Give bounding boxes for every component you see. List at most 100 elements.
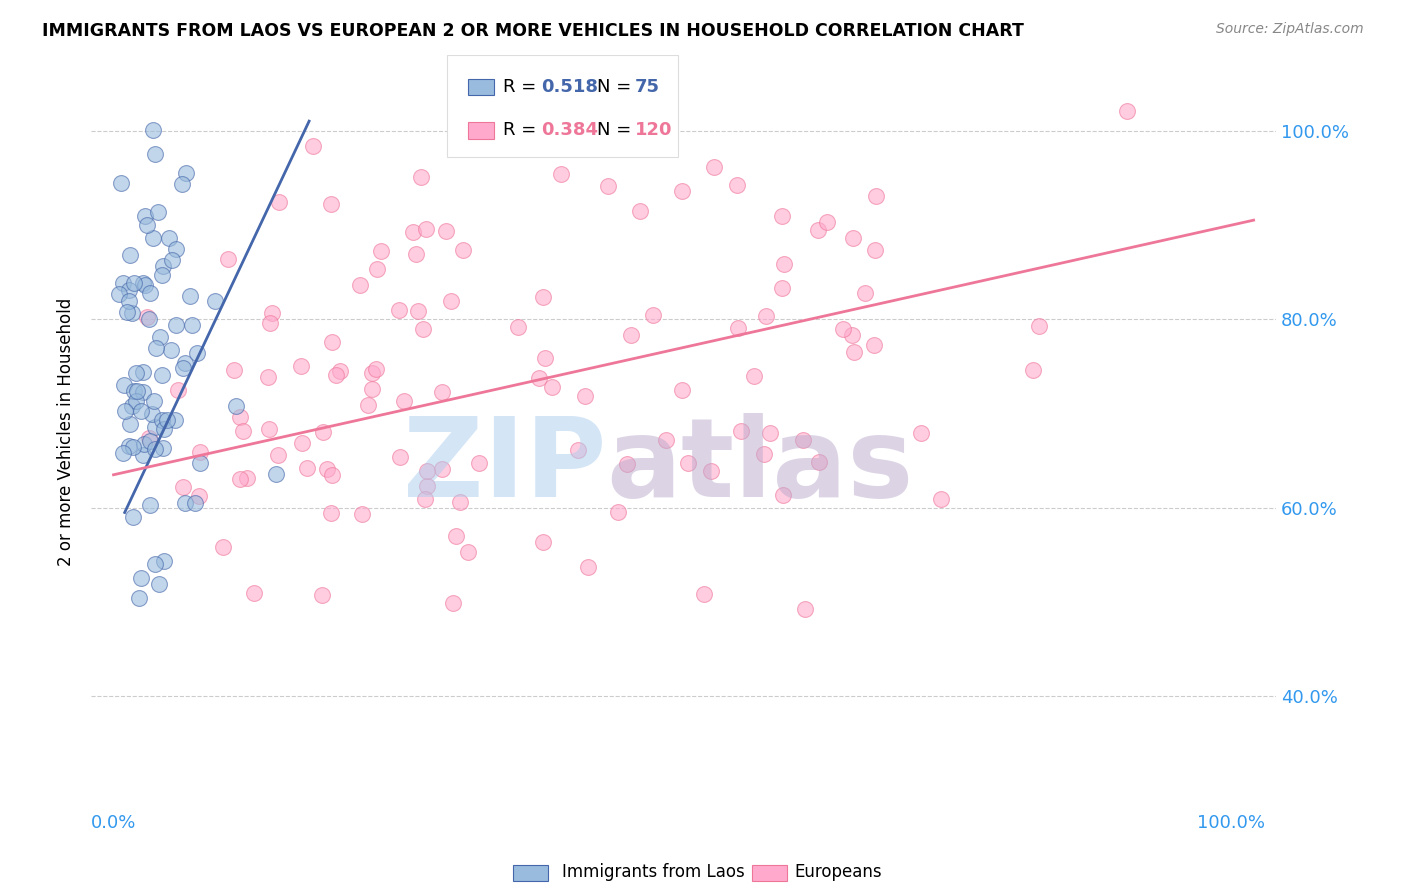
Point <box>118 283 141 297</box>
Point <box>758 426 780 441</box>
Point <box>160 253 183 268</box>
Point <box>180 318 202 332</box>
Point <box>243 586 266 600</box>
Point <box>262 306 284 320</box>
Text: 120: 120 <box>636 121 672 139</box>
Point <box>157 231 180 245</box>
Point <box>139 498 162 512</box>
Point <box>541 380 564 394</box>
FancyBboxPatch shape <box>447 55 678 157</box>
Point <box>366 361 388 376</box>
Point <box>139 285 162 300</box>
Point <box>153 421 176 435</box>
Point <box>173 356 195 370</box>
Point <box>628 204 651 219</box>
Point <box>142 230 165 244</box>
Point <box>531 534 554 549</box>
Text: R =: R = <box>503 78 543 96</box>
Point <box>290 359 312 373</box>
Point <box>700 464 723 478</box>
Point <box>931 491 953 506</box>
Point <box>773 257 796 271</box>
Point <box>222 363 245 377</box>
Point <box>114 404 136 418</box>
Point <box>135 219 157 233</box>
Point <box>143 147 166 161</box>
Point <box>112 377 135 392</box>
Text: Immigrants from Laos: Immigrants from Laos <box>562 863 745 881</box>
Point <box>444 528 467 542</box>
Point <box>1021 363 1043 377</box>
Point <box>172 480 194 494</box>
Point <box>842 231 865 245</box>
Point <box>165 242 187 256</box>
Point <box>150 368 173 382</box>
Point <box>574 389 596 403</box>
Point <box>136 310 159 324</box>
Point <box>534 351 557 366</box>
Point <box>232 425 254 439</box>
Point <box>302 139 325 153</box>
Point <box>576 559 599 574</box>
Point <box>727 321 749 335</box>
Point <box>121 306 143 320</box>
Point <box>188 489 211 503</box>
Point <box>118 439 141 453</box>
Point <box>236 471 259 485</box>
Point <box>120 248 142 262</box>
Point <box>291 436 314 450</box>
Point <box>312 425 335 440</box>
Point <box>143 394 166 409</box>
Point <box>349 277 371 292</box>
Point <box>567 442 589 457</box>
Point <box>115 305 138 319</box>
Point <box>638 98 661 112</box>
Text: ZIP: ZIP <box>404 413 606 520</box>
Point <box>703 160 725 174</box>
Point <box>1115 103 1137 118</box>
Y-axis label: 2 or more Vehicles in Household: 2 or more Vehicles in Household <box>58 298 75 566</box>
Point <box>406 304 429 318</box>
Text: Europeans: Europeans <box>794 863 882 881</box>
Point <box>160 343 183 358</box>
Point <box>138 431 160 445</box>
Point <box>257 370 280 384</box>
Point <box>863 243 886 257</box>
Point <box>128 591 150 606</box>
Point <box>434 224 457 238</box>
Point <box>122 440 145 454</box>
Point <box>755 309 778 323</box>
Point <box>129 571 152 585</box>
Text: Source: ZipAtlas.com: Source: ZipAtlas.com <box>1216 22 1364 37</box>
Point <box>229 472 252 486</box>
Point <box>107 287 129 301</box>
Point <box>508 319 530 334</box>
Point <box>125 394 148 409</box>
Point <box>110 176 132 190</box>
Point <box>793 602 815 616</box>
Point <box>451 243 474 257</box>
Point <box>129 404 152 418</box>
Point <box>174 165 197 179</box>
Point <box>671 383 693 397</box>
Point <box>808 455 831 469</box>
Point <box>145 557 167 571</box>
Text: R =: R = <box>503 121 543 139</box>
Point <box>325 368 347 383</box>
Point <box>865 189 887 203</box>
Point <box>831 322 853 336</box>
Point <box>132 384 155 399</box>
Point <box>121 399 143 413</box>
Point <box>853 286 876 301</box>
Point <box>772 488 794 502</box>
Point <box>131 448 153 462</box>
Point <box>150 268 173 282</box>
Point <box>152 442 174 456</box>
Point <box>174 496 197 510</box>
Point <box>295 461 318 475</box>
Point <box>413 492 436 507</box>
Point <box>269 195 291 210</box>
Point <box>229 409 252 424</box>
Point <box>316 462 339 476</box>
Point <box>132 365 155 379</box>
